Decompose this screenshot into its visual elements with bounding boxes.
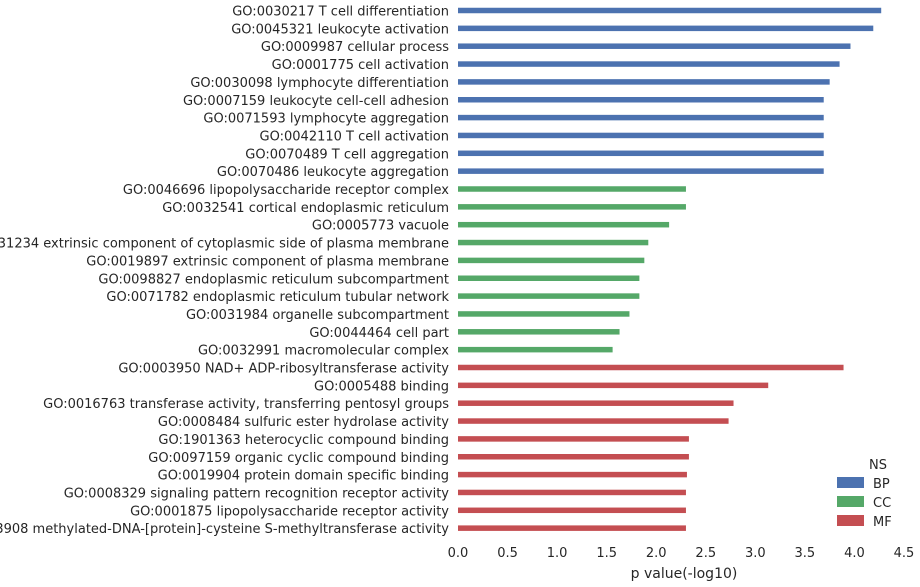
category-label-26: GO:0097159 organic cyclic compound bindi…: [148, 451, 449, 466]
category-label-17: GO:0071782 endoplasmic reticulum tubular…: [106, 290, 449, 305]
x-tick-label-3: 1.5: [596, 546, 617, 561]
x-tick-label-2: 1.0: [547, 546, 568, 561]
category-label-30: GO:0003908 methylated-DNA-[protein]-cyst…: [0, 522, 449, 537]
category-label-13: GO:0005773 vacuole: [312, 219, 449, 234]
category-label-28: GO:0008329 signaling pattern recognition…: [64, 486, 450, 501]
legend-swatch-bp: [837, 477, 864, 488]
bar-11: [458, 186, 686, 192]
category-label-9: GO:0070489 T cell aggregation: [245, 147, 449, 162]
x-tick-label-1: 0.5: [497, 546, 518, 561]
legend-entry-cc: CC: [837, 496, 891, 511]
bar-2: [458, 25, 874, 32]
category-label-4: GO:0001775 cell activation: [272, 58, 449, 73]
legend-label-cc: CC: [873, 496, 891, 511]
bar-25: [458, 436, 689, 442]
category-label-29: GO:0001875 lipopolysaccharide receptor a…: [130, 504, 449, 519]
bar-16: [458, 275, 640, 281]
category-labels-group: GO:0030217 T cell differentiation GO:0045…: [0, 5, 449, 538]
category-label-14: GO:0031234 extrinsic component of cytopl…: [0, 237, 449, 252]
x-tick-label-5: 2.5: [695, 546, 716, 561]
bar-7: [458, 114, 824, 121]
bar-17: [458, 293, 640, 299]
category-label-25: GO:1901363 heterocyclic compound binding: [158, 433, 449, 448]
x-tick-label-6: 3.0: [745, 546, 766, 561]
bar-4: [458, 61, 840, 67]
category-label-21: GO:0003950 NAD+ ADP-ribosyltransferase a…: [118, 362, 449, 377]
x-tick-label-4: 2.0: [646, 546, 667, 561]
category-label-7: GO:0071593 lymphocyte aggregation: [203, 112, 449, 127]
category-label-15: GO:0019897 extrinsic component of plasma…: [86, 254, 449, 269]
bar-3: [458, 43, 851, 49]
bar-22: [458, 382, 769, 389]
x-tick-label-0: 0.0: [448, 546, 469, 561]
bar-13: [458, 221, 670, 228]
x-tick-label-9: 4.5: [894, 546, 915, 561]
x-tick-label-7: 3.5: [795, 546, 816, 561]
x-tick-label-8: 4.0: [844, 546, 865, 561]
legend-label-bp: BP: [873, 477, 890, 492]
bars-group: [458, 7, 882, 531]
legend-label-mf: MF: [873, 515, 892, 530]
legend-entry-mf: MF: [837, 515, 892, 530]
category-label-19: GO:0044464 cell part: [309, 326, 449, 341]
bar-12: [458, 204, 686, 210]
category-label-8: GO:0042110 T cell activation: [260, 129, 449, 144]
legend: NS BP CC MF: [837, 458, 892, 530]
category-label-20: GO:0032991 macromolecular complex: [198, 344, 449, 359]
category-label-24: GO:0008484 sulfuric ester hydrolase acti…: [158, 415, 449, 430]
bar-8: [458, 132, 824, 139]
category-label-10: GO:0070486 leukocyte aggregation: [217, 165, 449, 180]
bar-18: [458, 311, 630, 317]
bar-5: [458, 79, 830, 85]
category-label-1: GO:0030217 T cell differentiation: [232, 5, 449, 20]
category-label-12: GO:0032541 cortical endoplasmic reticulu…: [162, 201, 449, 216]
legend-entry-bp: BP: [837, 477, 890, 492]
legend-swatch-cc: [837, 496, 864, 507]
category-label-2: GO:0045321 leukocyte activation: [231, 22, 449, 37]
category-label-11: GO:0046696 lipopolysaccharide receptor c…: [123, 183, 449, 198]
bar-24: [458, 418, 729, 424]
x-axis-label: p value(-log10): [631, 566, 738, 582]
bar-19: [458, 329, 620, 335]
bar-23: [458, 400, 734, 406]
legend-title: NS: [869, 458, 887, 473]
bar-14: [458, 239, 649, 246]
bar-10: [458, 168, 824, 174]
category-label-16: GO:0098827 endoplasmic reticulum subcomp…: [98, 272, 449, 287]
category-label-3: GO:0009987 cellular process: [261, 40, 449, 55]
bar-15: [458, 257, 645, 264]
category-label-6: GO:0007159 leukocyte cell-cell adhesion: [183, 94, 449, 109]
bar-6: [458, 97, 824, 103]
bar-28: [458, 489, 686, 496]
category-label-23: GO:0016763 transferase activity, transfe…: [43, 397, 449, 412]
category-label-22: GO:0005488 binding: [314, 379, 449, 394]
category-label-27: GO:0019904 protein domain specific bindi…: [158, 469, 449, 484]
bar-30: [458, 525, 686, 531]
bar-26: [458, 454, 689, 460]
bar-1: [458, 7, 882, 14]
bar-29: [458, 507, 686, 514]
bar-20: [458, 346, 613, 353]
x-tick-labels-group: 0.0 0.5 1.0 1.5 2.0 2.5 3.0 3.5 4.0 4.5: [448, 546, 915, 561]
bar-27: [458, 471, 687, 478]
bar-9: [458, 150, 824, 157]
category-label-18: GO:0031984 organelle subcompartment: [186, 308, 449, 323]
bar-21: [458, 364, 844, 371]
legend-entries: BP CC MF: [837, 477, 892, 530]
category-label-5: GO:0030098 lymphocyte differentiation: [190, 76, 449, 91]
legend-swatch-mf: [837, 515, 864, 526]
